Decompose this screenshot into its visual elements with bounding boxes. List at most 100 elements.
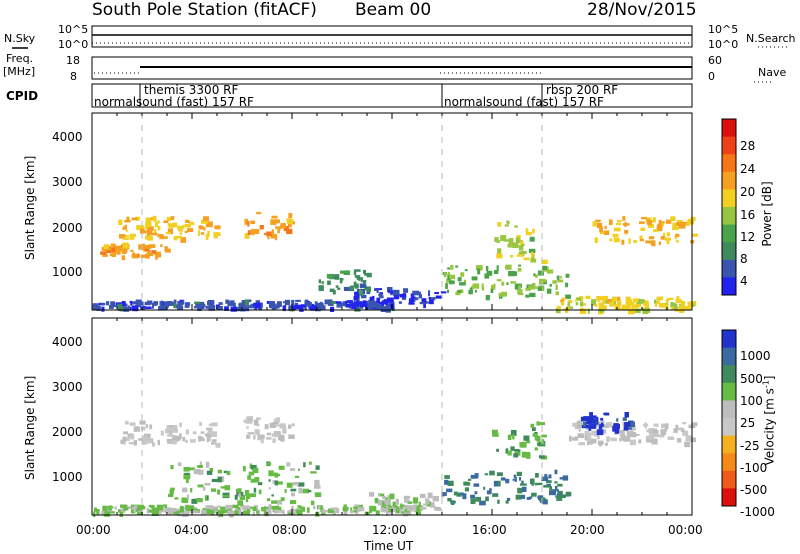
velocity-cell [384, 497, 390, 500]
velocity-cell [247, 432, 255, 435]
velocity-cell [264, 424, 269, 430]
power-cell [646, 219, 650, 225]
velocity-cell [205, 461, 210, 468]
power-cell [164, 248, 171, 253]
power-cell [240, 306, 246, 312]
velocity-cell [521, 480, 524, 486]
power-cell [461, 272, 465, 277]
power-cell [131, 217, 138, 221]
velocity-cell [500, 477, 506, 481]
velocity-cell [271, 500, 278, 504]
velocity-cell [206, 509, 211, 514]
power-cell [435, 295, 442, 299]
velocity-cell [190, 488, 193, 493]
velocity-colorbar-swatch [722, 347, 736, 366]
power-cell [357, 293, 360, 298]
velocity-cell [237, 507, 241, 510]
velocity-cell [261, 506, 268, 512]
velocity-cell [467, 478, 472, 481]
velocity-colorbar-swatch [722, 330, 736, 349]
power-cell [92, 303, 98, 306]
velocity-cell [272, 422, 279, 425]
velocity-cell [673, 428, 678, 433]
velocity-cell [343, 510, 348, 516]
velocity-colorbar-swatch [722, 435, 736, 454]
power-cell [326, 273, 334, 279]
power-cell [481, 283, 484, 290]
velocity-cell [464, 487, 469, 492]
power-cell [332, 290, 336, 295]
velocity-cell [220, 486, 225, 489]
power-cell [501, 291, 507, 297]
velocity-cell [234, 494, 238, 500]
power-colorbar-swatch [722, 207, 736, 226]
velocity-cell [658, 434, 665, 438]
velocity-cell [101, 511, 105, 516]
velocity-cell [475, 496, 482, 502]
velocity-cell [444, 475, 450, 479]
power-cell [295, 299, 301, 302]
power-cell [277, 231, 280, 234]
velocity-cell [616, 418, 619, 422]
axis-ticks [91, 113, 693, 515]
velocity-cell [273, 506, 281, 511]
velocity-cell [173, 509, 178, 512]
velocity-cell [252, 511, 255, 516]
power-cell [267, 236, 270, 240]
power-cell [286, 228, 293, 235]
power-cell [167, 228, 173, 235]
velocity-cell [253, 467, 259, 474]
power-cell [347, 300, 353, 303]
cpid-entry-themis: themis 3300 RF [144, 83, 239, 97]
power-cell [449, 275, 456, 280]
power-cell [315, 302, 321, 307]
velocity-cell [253, 487, 257, 493]
velocity-cell [274, 480, 279, 486]
power-cell [255, 300, 260, 305]
velocity-cell [150, 504, 153, 508]
velocity-cell [403, 495, 411, 499]
velocity-cell [135, 509, 139, 513]
power-cell [341, 303, 348, 307]
power-cell [607, 299, 613, 304]
power-cell [247, 230, 251, 235]
velocity-cell [166, 438, 173, 442]
power-cell [672, 227, 679, 231]
velocity-cell [131, 509, 136, 514]
velocity-cell [521, 494, 526, 499]
power-cell [625, 299, 632, 305]
velocity-cell [537, 482, 543, 486]
velocity-cell [291, 507, 294, 510]
power-cell [531, 251, 534, 258]
power-cell [334, 301, 342, 304]
power-cell [499, 295, 503, 299]
power-cell [555, 284, 558, 291]
power-cell [496, 240, 500, 243]
power-cell [330, 306, 335, 312]
velocity-cell [185, 478, 189, 483]
power-cell [560, 299, 565, 303]
power-cell [484, 273, 490, 279]
power-cell [596, 223, 603, 229]
velocity-cell [601, 429, 607, 434]
velocity-cell [211, 488, 216, 492]
power-cell [238, 303, 246, 309]
power-cell [676, 221, 680, 226]
power-cell [528, 248, 536, 254]
velocity-cell [248, 418, 252, 422]
velocity-cell [613, 423, 619, 429]
velocity-ytick-2000: 2000 [52, 425, 83, 439]
nave-label: Nave [758, 66, 787, 79]
power-cell [504, 239, 509, 242]
velocity-cell [513, 449, 520, 452]
noise-tick-left-top: 10^5 [58, 23, 89, 36]
power-cell [277, 227, 281, 232]
velocity-cell [595, 416, 599, 420]
velocity-cell [554, 481, 558, 484]
power-cell [675, 298, 682, 304]
velocity-cell [549, 490, 556, 496]
velocity-cell [186, 494, 190, 500]
power-cell [277, 301, 282, 307]
power-cell [205, 221, 213, 228]
power-cell [288, 212, 293, 219]
